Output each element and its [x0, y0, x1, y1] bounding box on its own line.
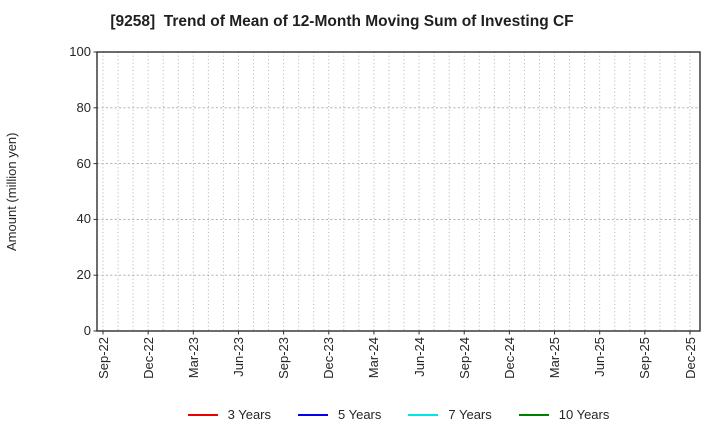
x-tick-label: Mar-24: [366, 337, 382, 379]
x-tick-label: Jun-23: [230, 337, 246, 377]
y-tick-label: 20: [76, 267, 91, 283]
x-tick-label: Sep-24: [456, 337, 472, 379]
x-tick-label: Mar-25: [547, 337, 563, 379]
x-tick-label: Mar-23: [185, 337, 201, 379]
plot-frame: [96, 51, 701, 332]
legend-item: 7 Years: [408, 407, 492, 423]
plot-svg: [93, 51, 701, 335]
axis-ticks: [93, 51, 691, 335]
y-axis-label: Amount (million yen): [4, 132, 19, 251]
legend-item: 5 Years: [298, 407, 381, 423]
y-tick-label: 100: [69, 44, 91, 59]
legend-label: 7 Years: [448, 407, 492, 422]
y-tick-label: 40: [76, 211, 91, 227]
y-tick-label: 80: [76, 99, 91, 115]
legend-line-swatch: [187, 413, 218, 417]
grid-vertical: [102, 52, 691, 331]
chart-title: [9258] Trend of Mean of 12-Month Moving …: [110, 13, 574, 30]
legend-label: 3 Years: [227, 407, 271, 422]
x-tick-label: Dec-24: [501, 337, 517, 379]
y-tick-label: 0: [83, 323, 91, 338]
legend-line-swatch: [298, 413, 328, 417]
legend-label: 5 Years: [338, 407, 382, 422]
legend-item: 10 Years: [518, 407, 610, 423]
x-tick-label: Jun-24: [411, 337, 427, 377]
x-tick-label: Jun-25: [592, 337, 608, 377]
x-tick-label: Sep-23: [276, 337, 292, 379]
legend: 3 Years 5 Years 7 Years 10 Years: [97, 406, 700, 424]
x-tick-label: Dec-22: [140, 337, 156, 379]
grid-horizontal: [97, 107, 700, 276]
legend-item: 3 Years: [187, 407, 271, 423]
legend-label: 10 Years: [558, 407, 610, 422]
y-tick-label: 60: [76, 155, 91, 171]
legend-line-swatch: [518, 413, 549, 417]
x-tick-label: Sep-22: [95, 337, 111, 379]
legend-line-swatch: [408, 413, 439, 417]
x-tick-label: Sep-25: [637, 337, 653, 379]
x-tick-label: Dec-23: [321, 337, 337, 379]
plot-area: [93, 51, 701, 335]
x-tick-label: Dec-25: [682, 337, 698, 379]
